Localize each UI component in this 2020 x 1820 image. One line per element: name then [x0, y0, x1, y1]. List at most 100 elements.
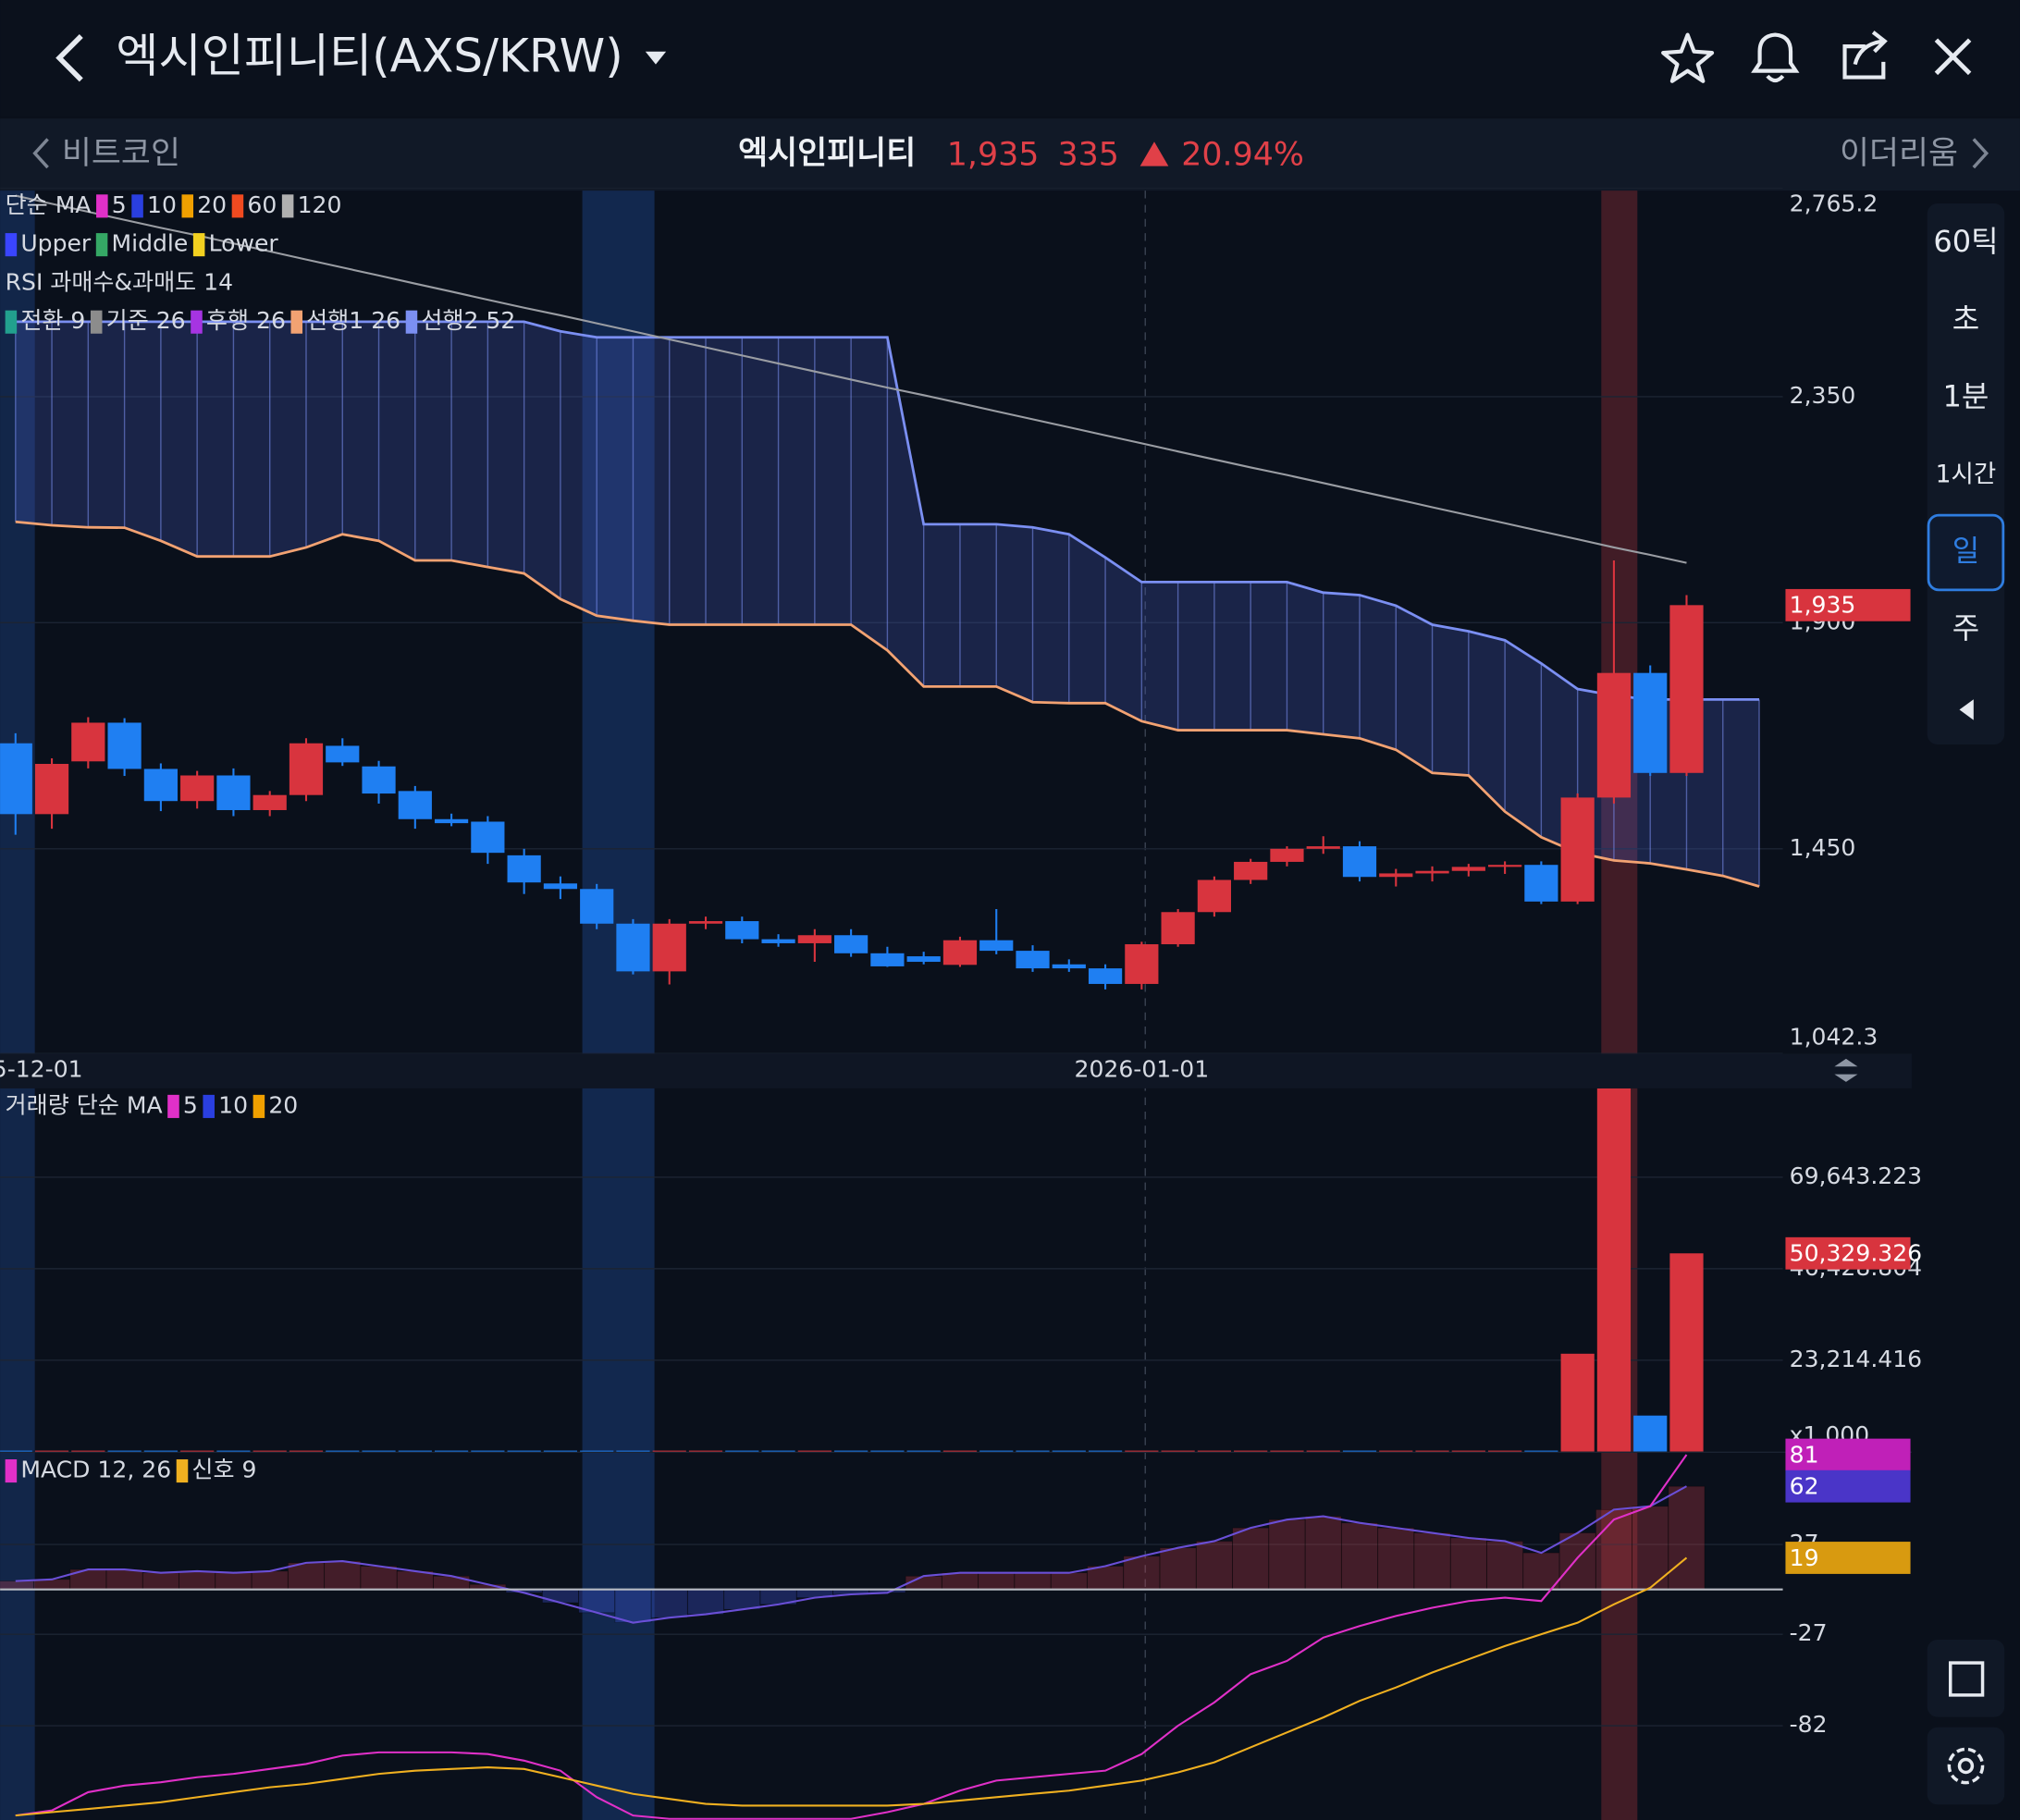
close-button[interactable]	[1934, 38, 1972, 76]
candle-body	[326, 745, 360, 763]
panel-legend: 단순 MA 5 10 20 60 120 Upper Middle Lower RSI 과매수&과…	[5, 191, 515, 334]
selected-interval-box	[1927, 513, 2005, 592]
volume-bar	[289, 1450, 324, 1452]
legend-swatch	[290, 310, 303, 334]
volume-bar	[761, 1450, 795, 1452]
volume-bar	[1596, 1088, 1632, 1452]
histogram-bar	[1014, 1572, 1052, 1591]
moving-average-line	[15, 194, 1687, 564]
candle-body	[797, 935, 831, 943]
panel-grid	[0, 1176, 1783, 1361]
panel-plot	[0, 1454, 1783, 1820]
volume-bar	[1197, 1450, 1232, 1452]
interval-option[interactable]: 주	[1952, 610, 1979, 646]
interval-option[interactable]: 1시간	[1936, 460, 1997, 488]
y-tick-label: 69,643.223	[1790, 1162, 1923, 1189]
volume-bar	[216, 1450, 251, 1452]
legend-swatch	[252, 1094, 265, 1118]
volume-bar	[34, 1450, 69, 1452]
volume-bar	[1306, 1450, 1340, 1452]
volume-bar	[71, 1450, 105, 1452]
candle-body	[1016, 951, 1050, 969]
next-coin[interactable]: 이더리움	[1840, 135, 1958, 172]
y-tick-label: 1,042.3	[1790, 1024, 1878, 1051]
histogram-bar	[142, 1572, 179, 1591]
histogram-bar	[251, 1570, 289, 1591]
candle-body	[1342, 846, 1377, 878]
value-tag-label: 62	[1790, 1473, 1819, 1500]
settings-button[interactable]	[1947, 1747, 1985, 1785]
histogram-bar	[1268, 1519, 1306, 1591]
candle-body	[1125, 944, 1159, 984]
volume-bar	[434, 1450, 469, 1452]
legend-swatch	[203, 1094, 215, 1118]
back-button[interactable]	[55, 34, 83, 82]
value-tag-label: 19	[1790, 1544, 1819, 1571]
prev-coin[interactable]: 비트코인	[62, 135, 180, 172]
value-tag	[1785, 588, 1911, 621]
y-tick-label: 2,350	[1790, 382, 1856, 409]
volume-bar	[1125, 1450, 1159, 1452]
legend-swatch	[176, 1459, 189, 1483]
dropdown-button[interactable]	[645, 51, 667, 65]
candle-body	[1415, 870, 1449, 874]
x-tick-label: 2026-01-01	[1075, 1055, 1210, 1082]
histogram-bar	[396, 1570, 434, 1591]
legend-label: 20	[197, 191, 227, 218]
legend-label: 60	[247, 191, 277, 218]
interval-option[interactable]: 초	[1952, 301, 1979, 337]
macd-line	[15, 1556, 1688, 1817]
candle-body	[543, 883, 578, 890]
volume-bar	[906, 1450, 941, 1452]
volume-bar	[616, 1450, 650, 1452]
candle-body	[362, 766, 396, 794]
candle-body	[398, 791, 432, 819]
histogram-bar	[324, 1560, 362, 1591]
candle-body	[1379, 873, 1413, 878]
page-title[interactable]: 엑시인피니티(AXS/KRW)	[116, 29, 622, 83]
candle-body	[216, 775, 251, 810]
next-chevron	[1972, 138, 1989, 169]
legend-label: 120	[298, 191, 342, 218]
change-percent: 20.94%	[1181, 137, 1304, 174]
histogram-bar	[1304, 1516, 1342, 1591]
panel-resize-handle[interactable]	[1834, 1058, 1858, 1082]
volume-bar	[725, 1450, 759, 1452]
interval-option[interactable]: 60틱	[1933, 224, 1998, 259]
candle-body	[761, 939, 795, 943]
current-price: 1,935	[947, 137, 1040, 174]
share-button[interactable]	[1842, 31, 1888, 80]
value-tag	[1785, 1438, 1911, 1471]
histogram-bar	[978, 1572, 1016, 1591]
gear-teeth	[1947, 1747, 1985, 1785]
candle-body	[71, 722, 105, 762]
candle-body	[616, 923, 650, 972]
price-change: 335	[1058, 137, 1119, 174]
legend-label: RSI 과매수&과매도 14	[6, 268, 233, 295]
candle-body	[1633, 672, 1668, 773]
interval-option[interactable]: 일	[1952, 534, 1979, 569]
y-tick-label: -27	[1790, 1619, 1828, 1646]
candle-body	[1161, 912, 1195, 945]
interval-option[interactable]: 1분	[1943, 378, 1989, 413]
candle-body	[1488, 865, 1522, 867]
volume-bar	[362, 1450, 396, 1452]
histogram-bar	[1050, 1572, 1088, 1591]
legend-swatch	[405, 310, 418, 334]
panel-legend: 거래량 단순 MA 5 10 20	[6, 1091, 299, 1118]
histogram-bar	[1486, 1541, 1523, 1591]
alert-button[interactable]	[1751, 32, 1800, 83]
collapse-button[interactable]	[1959, 699, 1974, 720]
legend-swatch	[90, 310, 103, 334]
volume-bar	[0, 1450, 32, 1452]
layout-button[interactable]	[1948, 1661, 1985, 1697]
legend-label: Middle	[112, 230, 189, 257]
value-tag	[1785, 1236, 1911, 1270]
volume-bar	[326, 1450, 360, 1452]
volume-bar	[942, 1450, 978, 1452]
legend-label: 기준 26	[106, 307, 186, 334]
volume-bar	[688, 1450, 723, 1452]
coin-name: 엑시인피니티	[738, 135, 916, 172]
favorite-button[interactable]	[1661, 32, 1715, 83]
